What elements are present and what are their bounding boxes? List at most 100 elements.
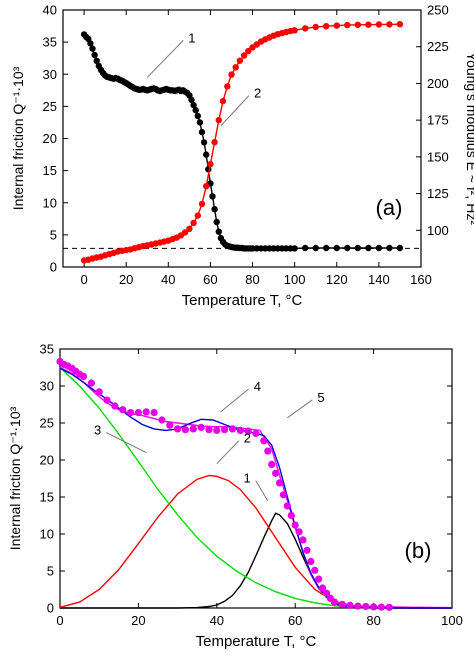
panel-b-series-experimental-point: [142, 408, 150, 416]
panel-b-series-experimental-point: [221, 426, 229, 434]
panel-a-y2-tick-label: 250: [427, 3, 449, 18]
panel-b-series-experimental-point: [268, 460, 276, 468]
panel-a-series-2-point: [186, 225, 193, 232]
panel-b-series-experimental-point: [303, 546, 311, 554]
panel-a-series-2-point: [207, 161, 214, 168]
panel-a-series-1-point: [209, 193, 216, 200]
panel-b-series-4-line: [59, 366, 453, 609]
panel-b-series-experimental-point: [311, 566, 319, 574]
panel-b-series-experimental-point: [330, 598, 338, 606]
panel-a-y2-axis-label: Young's modulus E ~ f², Hz²: [464, 52, 474, 225]
panel-a-series-1-point: [312, 244, 319, 252]
panel-b-series-5: [59, 367, 452, 609]
panel-a-annotation-2: 2: [254, 86, 261, 101]
panel-a-y-tick-label: 5: [50, 227, 57, 242]
panel-a-series-1-point: [375, 244, 383, 252]
panel-a-series-1-point: [194, 112, 201, 120]
panel-a-series-1-point: [215, 228, 222, 235]
panel-b-series-experimental-point: [264, 447, 272, 455]
panel-a-x-tick-label: 40: [161, 272, 175, 287]
panel-a-x-tick-label: 80: [245, 272, 259, 287]
panel-a-y2-tick-label: 150: [427, 149, 449, 164]
panel-b-series-experimental-point: [346, 601, 354, 610]
panel-b-y-tick-label: 35: [40, 342, 54, 357]
panel-a-series-1-line: [83, 33, 400, 250]
panel-a-series-2-point: [240, 52, 248, 59]
panel-a-series-1-point: [302, 244, 309, 252]
panel-a-series-1-point: [188, 96, 195, 104]
panel-b-series-experimental-point: [299, 536, 307, 544]
panel-b-x-tick-label: 0: [56, 613, 63, 628]
panel-b-y-tick-label: 25: [40, 416, 54, 431]
panel-b-series-experimental-point: [279, 491, 287, 499]
panel-b-series-experimental-point: [205, 426, 213, 434]
panel-b-series-experimental: [56, 358, 393, 611]
panel-a-series-1-point: [198, 128, 206, 136]
panel-a-series-1-point: [213, 218, 220, 226]
panel-b-series-4: [59, 366, 453, 609]
panel-a-series-1-point: [203, 151, 210, 158]
panel-b-annotation-leader-4: [220, 388, 250, 413]
panel-b-annotation-3: 3: [94, 423, 101, 438]
panel-b-series-3-line: [59, 366, 374, 609]
panel-a-y2-tick-label: 100: [427, 223, 449, 238]
panel-a-x-axis-label: Temperature T, °C: [182, 292, 303, 309]
panel-a-annotation-leader-2: [220, 95, 250, 126]
panel-b-series-experimental-point: [244, 427, 252, 435]
panel-b-series-experimental-point: [275, 479, 284, 487]
panel-b-series-experimental-point: [174, 425, 182, 433]
panel-b-series-1: [60, 512, 452, 609]
panel-b-annotation-leader-3: [106, 432, 147, 454]
panel-b-series-2-line: [59, 474, 452, 609]
panel-a-series-2-point: [365, 21, 372, 28]
panel-a-series-1-point: [190, 101, 197, 109]
panel-b-series-experimental-point: [134, 409, 142, 417]
panel-b-series-2: [59, 474, 452, 609]
panel-b-series-experimental-point: [370, 603, 378, 611]
panel-a-series-2-point: [224, 83, 231, 90]
panel-b-y-tick-label: 0: [47, 601, 54, 616]
panel-b-x-tick-label: 20: [131, 613, 145, 628]
panel-a-y2-tick-label: 200: [427, 76, 449, 91]
panel-a-x-tick-label: 120: [326, 272, 348, 287]
panel-b-series-experimental-point: [377, 603, 385, 611]
panel-b-x-tick-label: 100: [441, 613, 463, 628]
panel-a-x-tick-label: 0: [80, 272, 87, 287]
panel-a-series-1-point: [91, 51, 98, 59]
panel-a-series-1-point: [365, 244, 372, 252]
panel-a-series-2-point: [194, 212, 201, 219]
panel-a-series-1-point: [196, 119, 204, 126]
panel-a-series-2-point: [219, 97, 227, 105]
panel-b-y-tick-label: 30: [40, 379, 54, 394]
panel-b-series-experimental-point: [119, 406, 127, 414]
panel-a-series-2-point: [228, 71, 235, 78]
panel-b-annotation-5: 5: [317, 390, 324, 405]
panel-a-series-2-point: [198, 200, 206, 208]
panel-a-series-2-point: [302, 25, 309, 32]
panel-a-series-1-point: [89, 45, 96, 52]
panel-a-series-1-point: [344, 244, 351, 252]
panel-a-y2-tick-label: 125: [427, 186, 449, 201]
panel-b-series-experimental-point: [283, 502, 291, 510]
panel-a-y-tick-label: 25: [43, 99, 57, 114]
panel-b-series-experimental-point: [111, 402, 119, 410]
panel-a-panel-label: (a): [376, 195, 403, 220]
panel-b-series-experimental-point: [228, 425, 237, 433]
panel-b-series-experimental-point: [338, 600, 346, 608]
panel-a-y2-tick-label: 225: [427, 39, 449, 54]
panel-b-panel-label: (b): [405, 538, 432, 563]
panel-b-annotation-leader-2: [216, 440, 240, 465]
panel-a-series-1-point: [192, 107, 199, 114]
panel-b-series-3: [59, 366, 374, 609]
panel-a-series-2-point: [386, 21, 393, 28]
panel-a-series-2-point: [211, 139, 218, 146]
panel-a-series-1-point: [200, 139, 208, 146]
panel-a-y-axis-label: Internal friction Q⁻¹·10³: [10, 66, 26, 210]
panel-b-series-experimental-point: [291, 521, 299, 529]
panel-a-series-2-point: [291, 27, 298, 34]
panel-a-series-1-point: [396, 244, 404, 252]
panel-a-y-tick-label: 0: [50, 260, 57, 275]
panel-b-series-experimental-point: [385, 603, 393, 611]
panel-b-annotation-1: 1: [244, 471, 251, 486]
panel-b-series-experimental-point: [323, 589, 331, 597]
